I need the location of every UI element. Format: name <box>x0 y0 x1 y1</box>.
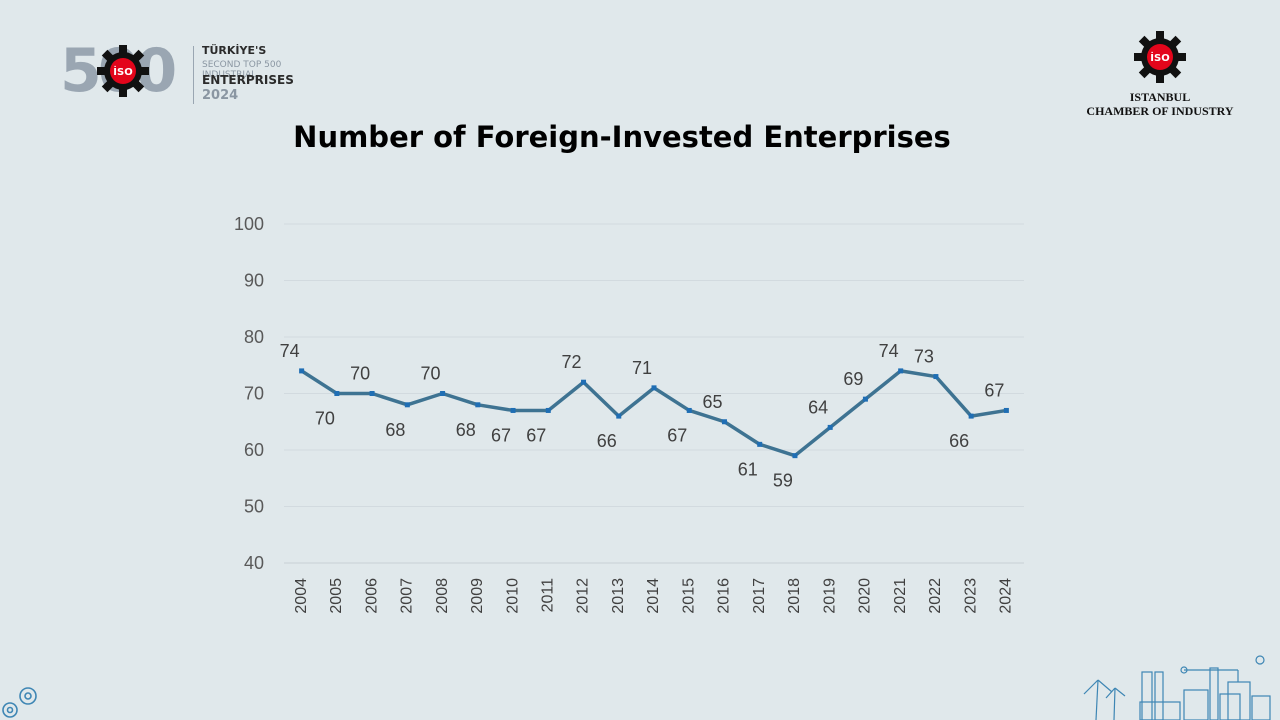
data-point <box>686 407 692 413</box>
x-tick-label: 2007 <box>399 578 416 614</box>
x-tick-label: 2016 <box>716 578 733 614</box>
data-label: 66 <box>949 431 969 451</box>
x-tick-label: 2024 <box>998 578 1015 614</box>
data-label: 73 <box>914 347 934 367</box>
data-label: 67 <box>667 425 687 445</box>
x-tick-label: 2012 <box>575 578 592 614</box>
x-tick-label: 2014 <box>645 578 662 614</box>
gears-decor-icon <box>2 687 37 718</box>
x-tick-label: 2013 <box>610 578 627 614</box>
data-point <box>721 419 727 425</box>
data-label: 70 <box>350 364 370 384</box>
y-tick-label: 100 <box>234 214 264 234</box>
data-label: 72 <box>562 352 582 372</box>
y-tick-label: 90 <box>244 271 264 291</box>
y-tick-label: 60 <box>244 440 264 460</box>
y-tick-label: 40 <box>244 553 264 573</box>
x-tick-label: 2008 <box>434 578 451 614</box>
data-label: 64 <box>808 397 828 417</box>
x-tick-label: 2010 <box>504 578 521 614</box>
y-tick-label: 70 <box>244 384 264 404</box>
series-line <box>300 369 1007 458</box>
data-point <box>510 407 516 413</box>
series-markers <box>299 368 1009 459</box>
data-label: 70 <box>315 409 335 429</box>
x-tick-label: 2011 <box>540 578 557 613</box>
x-tick-label: 2015 <box>680 578 697 614</box>
data-point <box>440 391 446 396</box>
y-tick-label: 80 <box>244 327 264 347</box>
data-label: 69 <box>843 369 863 389</box>
gear-logo-icon: İSO <box>97 45 149 97</box>
x-tick-label: 2021 <box>892 578 909 614</box>
data-label: 74 <box>280 341 300 361</box>
chart-grid <box>284 223 1024 564</box>
data-point <box>475 402 481 408</box>
data-point <box>898 368 904 374</box>
data-label: 68 <box>385 420 405 440</box>
data-point <box>792 453 798 459</box>
x-tick-label: 2022 <box>927 578 944 614</box>
data-point <box>862 396 868 402</box>
x-tick-label: 2005 <box>328 578 345 614</box>
iso-logo: İSO ISTANBUL CHAMBER OF INDUSTRY <box>1070 28 1250 128</box>
data-point <box>545 407 551 413</box>
x-tick-label: 2020 <box>857 578 874 614</box>
logo-line1: TÜRKİYE'S <box>202 44 267 57</box>
data-point <box>404 402 410 408</box>
data-point <box>651 385 657 391</box>
data-label: 68 <box>456 420 476 440</box>
org-name-line2: CHAMBER OF INDUSTRY <box>1086 104 1234 118</box>
data-point <box>334 391 340 396</box>
data-label: 59 <box>773 471 793 491</box>
data-label: 65 <box>702 392 722 412</box>
y-axis-ticks: 40 50 60 70 80 90 100 <box>234 214 264 573</box>
data-label: 61 <box>738 459 758 479</box>
industrial-city-decor-icon <box>1083 655 1271 720</box>
data-point <box>1003 407 1009 413</box>
x-tick-label: 2018 <box>786 578 803 614</box>
top500-logo: 500 İSO TÜRKİYE'S SECOND TOP 500 INDUSTR… <box>60 36 320 110</box>
x-tick-label: 2006 <box>363 578 380 614</box>
x-axis-ticks: 2004 2005 2006 2007 2008 2009 2010 2011 2012 2013… <box>293 578 1015 614</box>
x-tick-label: 2023 <box>962 578 979 614</box>
data-label: 67 <box>984 380 1004 400</box>
org-iso-mark: İSO <box>1150 50 1169 64</box>
logo-divider <box>193 46 194 104</box>
logo-line4: 2024 <box>202 88 239 103</box>
org-name-line1: ISTANBUL <box>1129 90 1191 104</box>
data-label: 67 <box>491 425 511 445</box>
data-point <box>369 391 375 396</box>
data-point <box>616 413 622 419</box>
logo-line3: ENTERPRISES <box>202 73 294 87</box>
data-label: 66 <box>597 431 617 451</box>
data-point <box>299 368 305 374</box>
page-title: Number of Foreign-Invested Enterprises <box>293 120 951 154</box>
x-tick-label: 2004 <box>293 578 310 614</box>
x-tick-label: 2019 <box>821 578 838 614</box>
data-point <box>827 424 833 430</box>
data-point <box>933 374 939 380</box>
data-point <box>757 441 763 447</box>
data-labels: 74 70 70 68 70 68 67 67 72 66 71 67 65 61 59 64 69 74 73 66… <box>280 341 1005 491</box>
logo-line2: SECOND TOP 500 INDUSTRIAL <box>202 60 282 80</box>
gear-logo-icon: İSO <box>1134 31 1186 83</box>
data-label: 71 <box>632 358 652 378</box>
data-point <box>968 413 974 419</box>
data-label: 67 <box>526 425 546 445</box>
y-tick-label: 50 <box>244 497 264 517</box>
logo-iso-mark: İSO <box>113 64 132 78</box>
data-point <box>581 379 587 385</box>
data-label: 74 <box>879 341 899 361</box>
x-tick-label: 2017 <box>751 578 768 614</box>
data-label: 70 <box>421 364 441 384</box>
x-tick-label: 2009 <box>469 578 486 614</box>
